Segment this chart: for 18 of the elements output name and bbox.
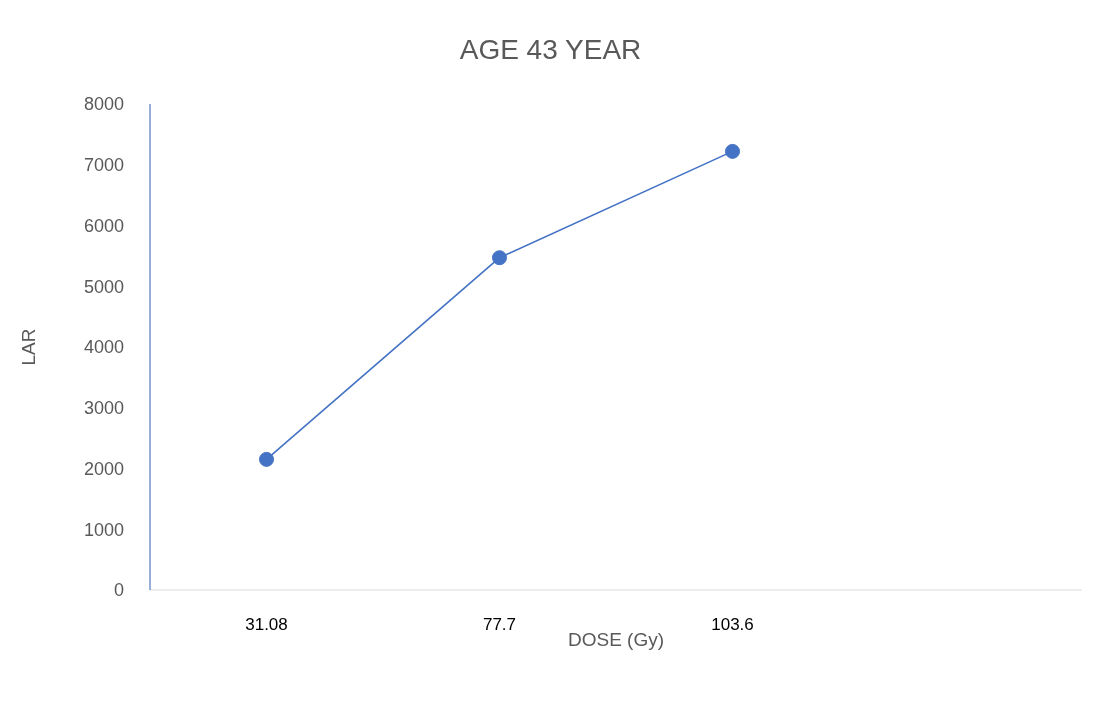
y-tick-label: 0 [113,580,124,601]
x-tick-label: 77.7 [482,615,517,635]
y-axis-title: LAR [17,328,39,366]
x-tick-label: 31.08 [245,615,288,635]
point [492,250,507,266]
point [725,143,740,159]
x-tick-label: 103.6 [711,615,754,635]
y-tick-label: 7000 [83,155,124,176]
x-axis-title: DOSE (Gy) [567,629,665,650]
y-tick-label: 2000 [83,458,124,479]
y-tick-label: 3000 [83,398,124,419]
chart-title: AGE 43 YEAR [458,34,643,66]
point [259,451,274,467]
y-tick-label: 5000 [83,276,124,297]
y-tick-label: 8000 [83,94,124,115]
y-tick-label: 6000 [83,215,124,236]
y-tick-label: 4000 [83,337,124,358]
y-tick-label: 1000 [83,519,124,540]
